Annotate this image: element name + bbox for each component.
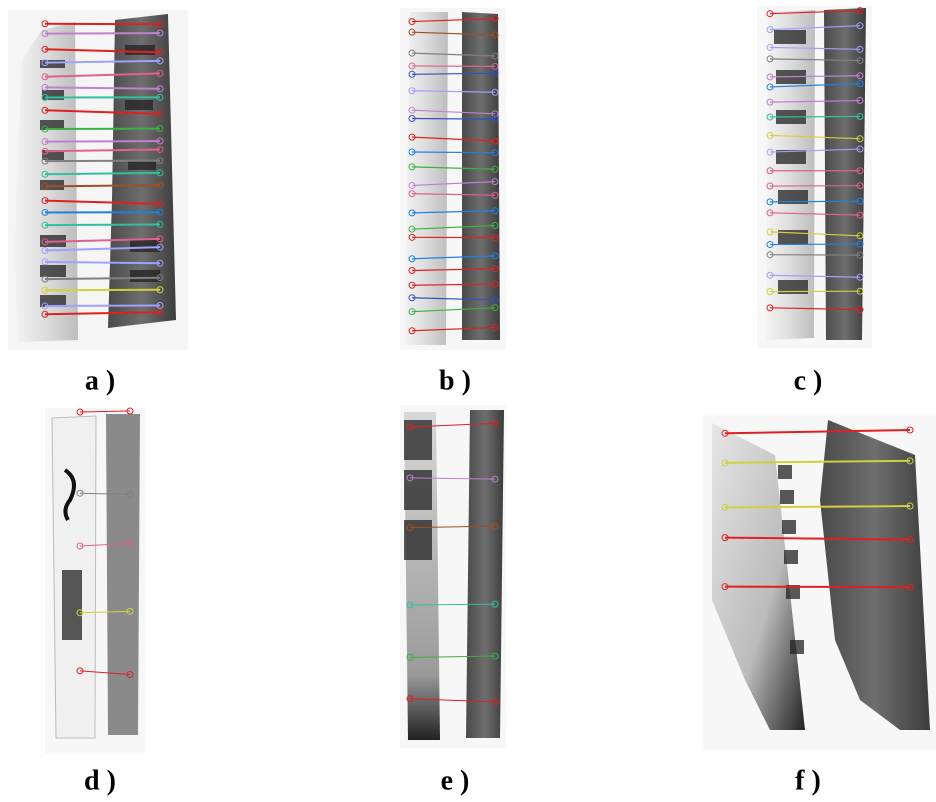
match-line xyxy=(45,278,160,279)
panel-label: c ) xyxy=(794,365,823,396)
match-line xyxy=(45,185,160,186)
match-line xyxy=(45,87,160,88)
panel-label: d ) xyxy=(84,765,116,796)
figure: a ) b ) c ) d ) e ) f ) xyxy=(0,0,936,802)
panel-d-image xyxy=(45,408,145,753)
panel-label: e ) xyxy=(441,765,470,796)
panel-label: b ) xyxy=(439,365,471,396)
match-line xyxy=(412,152,495,153)
match-line xyxy=(45,141,160,142)
panel-c-image xyxy=(757,6,872,348)
panel-f-image xyxy=(703,415,936,750)
match-line xyxy=(770,201,860,202)
panel-label: a ) xyxy=(85,365,115,396)
match-line xyxy=(412,118,495,119)
match-line xyxy=(45,173,160,174)
match-line xyxy=(725,506,910,507)
panel-label: f ) xyxy=(795,765,821,796)
page: a ) b ) c ) d ) e ) f ) (() => { const d… xyxy=(0,0,936,802)
match-line xyxy=(45,224,160,225)
panel-e-image xyxy=(400,405,506,748)
